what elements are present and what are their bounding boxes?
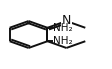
Text: NH₂: NH₂: [53, 36, 72, 46]
Text: NH₂: NH₂: [53, 23, 72, 33]
Text: N: N: [62, 14, 71, 27]
